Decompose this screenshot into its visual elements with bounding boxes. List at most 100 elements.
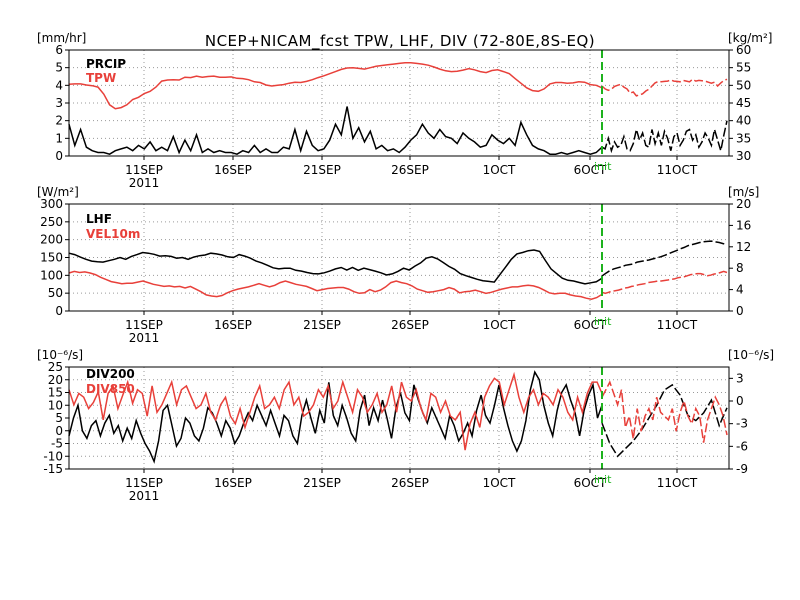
panel-2: 300 250 200 150 100 50 0 20 16 12 8 4 0 [W/m²] [m/s] 11… [37, 185, 759, 345]
x-tick-label: 6OCT [574, 163, 607, 177]
series-tpw-obs [68, 61, 603, 110]
y-tick-label-right: -9 [736, 462, 748, 476]
x-tick-label: 16SEP [214, 163, 252, 177]
y-tick-label-left: 3 [55, 96, 63, 110]
x-tick-label: 1OCT [483, 476, 516, 490]
x-tick-label: 16SEP [214, 318, 252, 332]
y-tick-label-right: 4 [736, 283, 744, 297]
chart-title: NCEP+NICAM_fcst TPW, LHF, DIV (72-80E,8S… [205, 32, 595, 51]
y-tick-label-left: 1 [55, 131, 63, 145]
plot-frame [68, 49, 730, 157]
x-tick-label: 21SEP [303, 163, 341, 177]
plot-frame [68, 203, 730, 312]
y-tick-label-right: 8 [736, 261, 744, 275]
x-tick-label: 11OCT [657, 476, 698, 490]
y-tick-label-left: 2 [55, 114, 63, 128]
right-axis-unit: [m/s] [728, 185, 759, 199]
y-tick-label-left: 200 [40, 233, 63, 247]
series-div850-fcst [601, 380, 728, 443]
y-tick-label-right: 50 [736, 78, 751, 92]
y-tick-label-right: 30 [736, 149, 751, 163]
y-tick-label-left: 20 [48, 373, 63, 387]
y-tick-label-left: 5 [55, 61, 63, 75]
y-tick-label-right: 55 [736, 61, 751, 75]
x-tick-label: 1OCT [483, 318, 516, 332]
init-label: init [594, 473, 612, 486]
x-tick-label: 16SEP [214, 476, 252, 490]
x-tick-label: 6OCT [574, 476, 607, 490]
left-axis-unit: [W/m²] [37, 185, 79, 199]
y-tick-label-right: 45 [736, 96, 751, 110]
y-tick-label-left: 100 [40, 268, 63, 282]
x-tick-label: 11SEP [125, 476, 163, 490]
x-tick-label: 6OCT [574, 318, 607, 332]
y-tick-label-left: 4 [55, 78, 63, 92]
legend-div200: DIV200 [86, 367, 135, 381]
series-div200-fcst [601, 383, 728, 458]
y-tick-label-left: 5 [55, 411, 63, 425]
series-prcip-fcst [601, 120, 728, 154]
left-axis-unit: [mm/hr] [37, 31, 86, 45]
x-tick-label: 21SEP [303, 476, 341, 490]
y-tick-label-left: 0 [55, 149, 63, 163]
y-tick-label-left: -15 [43, 462, 63, 476]
x-tick-label: 11SEP [125, 163, 163, 177]
y-tick-label-right: -3 [736, 417, 748, 431]
x-tick-sublabel: 2011 [129, 331, 160, 345]
series-vel10m-obs [68, 270, 603, 300]
y-tick-label-right: 3 [736, 371, 744, 385]
x-tick-label: 11OCT [657, 163, 698, 177]
y-tick-label-left: -10 [43, 449, 63, 463]
y-tick-label-right: 35 [736, 131, 751, 145]
legend-prcip: PRCIP [86, 57, 126, 71]
x-tick-label: 1OCT [483, 163, 516, 177]
y-tick-label-left: 0 [55, 304, 63, 318]
y-tick-label-left: 15 [48, 386, 63, 400]
y-tick-label-left: 50 [48, 286, 63, 300]
y-tick-label-left: 6 [55, 43, 63, 57]
y-tick-label-right: -6 [736, 439, 748, 453]
y-tick-label-right: 16 [736, 218, 751, 232]
init-label: init [594, 315, 612, 328]
series-lhf-obs [68, 249, 603, 285]
y-tick-label-left: 150 [40, 251, 63, 265]
y-tick-label-right: 40 [736, 114, 751, 128]
series-prcip-obs [68, 106, 603, 156]
y-tick-label-left: 10 [48, 398, 63, 412]
panel-1: 6 5 4 3 2 1 0 60 55 50 45 40 35 30 [mm/hr] [kg/m²] 11SEP… [37, 31, 772, 190]
x-tick-sublabel: 2011 [129, 176, 160, 190]
y-tick-label-right: 0 [736, 304, 744, 318]
plot-frame [68, 366, 730, 470]
x-tick-label: 11SEP [125, 318, 163, 332]
series-div850-obs [68, 371, 603, 451]
legend-lhf: LHF [86, 212, 112, 226]
legend-tpw: TPW [86, 71, 116, 85]
y-tick-label-right: 12 [736, 240, 751, 254]
x-tick-label: 21SEP [303, 318, 341, 332]
x-tick-label: 26SEP [391, 476, 429, 490]
right-axis-unit: [10⁻⁶/s] [728, 348, 774, 362]
legend-div850: DIV850 [86, 382, 135, 396]
y-tick-label-right: 0 [736, 394, 744, 408]
x-tick-label: 26SEP [391, 318, 429, 332]
series-lhf-fcst [601, 240, 728, 277]
legend-vel10m: VEL10m [86, 227, 140, 241]
init-label: init [594, 160, 612, 173]
x-tick-label: 11OCT [657, 318, 698, 332]
y-tick-label-left: 250 [40, 215, 63, 229]
left-axis-unit: [10⁻⁶/s] [37, 348, 83, 362]
y-tick-label-right: 60 [736, 43, 751, 57]
series-tpw-fcst [601, 78, 728, 97]
y-tick-label-right: 20 [736, 197, 751, 211]
x-tick-sublabel: 2011 [129, 489, 160, 503]
y-tick-label-left: 300 [40, 197, 63, 211]
y-tick-label-left: 25 [48, 360, 63, 374]
y-tick-label-left: -5 [51, 437, 63, 451]
right-axis-unit: [kg/m²] [728, 31, 772, 45]
x-tick-label: 26SEP [391, 163, 429, 177]
series-vel10m-fcst [601, 270, 728, 295]
y-tick-label-left: 0 [55, 424, 63, 438]
series-div200-obs [68, 370, 603, 464]
